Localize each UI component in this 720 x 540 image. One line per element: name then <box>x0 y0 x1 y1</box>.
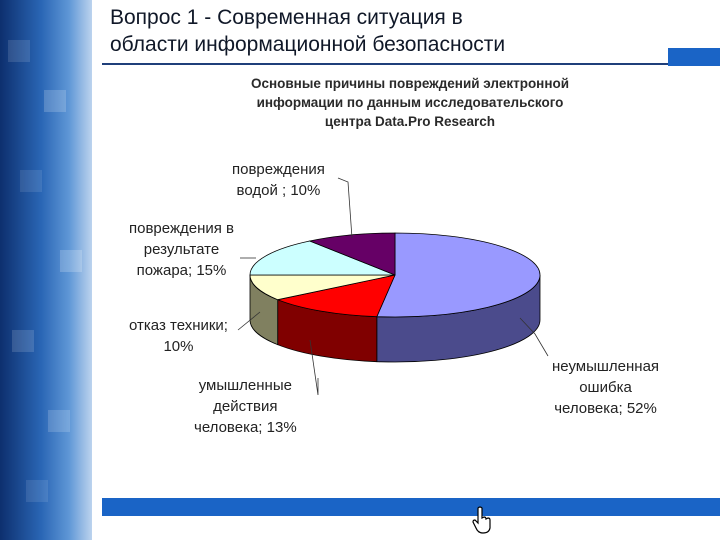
slice-label-intentional-actions: умышленные действия человека; 13% <box>194 375 297 438</box>
slice-hardware-failure <box>249 274 396 301</box>
slice-label-line: отказ техники; <box>129 317 228 334</box>
slice-label-line: умышленные <box>198 377 292 394</box>
slice-label-unintentional-error: неумышленная ошибка человека; 52% <box>552 356 659 419</box>
slice-label-line: человека; 13% <box>194 419 297 436</box>
slice-label-fire-damage: повреждения в результате пожара; 15% <box>129 218 234 281</box>
slice-label-line: неумышленная <box>552 358 660 375</box>
slide-title-line-2: области информационной безопасности <box>110 33 506 56</box>
slide-title-line-1: Вопрос 1 - Современная ситуация в <box>110 6 463 29</box>
bottom-accent-bar <box>102 498 720 516</box>
title-accent-bar <box>668 48 720 66</box>
slide-title: Вопрос 1 - Современная ситуация в област… <box>110 4 670 58</box>
slice-water-damage <box>308 232 396 276</box>
slice-label-line: повреждения <box>232 161 325 178</box>
hand-pointer-icon <box>472 506 492 539</box>
chart-title-line-1: Основные причины повреждений электронной <box>250 76 570 91</box>
slice-label-line: человека; 52% <box>554 400 657 417</box>
slice-label-line: ошибка <box>579 379 632 396</box>
slice-label-water-damage: повреждения водой ; 10% <box>232 159 325 201</box>
slice-label-line: результате <box>143 241 220 258</box>
slice-label-line: действия <box>213 398 278 415</box>
slice-label-line: 10% <box>163 338 194 355</box>
slice-label-line: повреждения в <box>129 220 234 237</box>
slice-unintentional-error-leader <box>519 317 549 357</box>
slice-water-damage-leader <box>337 177 353 239</box>
chart-title-line-3: центра Data.Pro Research <box>324 114 496 129</box>
slice-label-hardware-failure: отказ техники; 10% <box>129 315 228 357</box>
chart-title-line-2: информации по данным исследовательского <box>256 95 564 110</box>
slice-intentional-actions <box>276 274 396 318</box>
slice-label-line: водой ; 10% <box>236 182 321 199</box>
slice-fire-damage <box>249 240 396 276</box>
slice-label-line: пожара; 15% <box>136 262 227 279</box>
slice-unintentional-error <box>376 232 541 318</box>
title-divider <box>102 63 668 65</box>
slice-intentional-actions-leader <box>309 339 319 396</box>
decorative-side-band <box>0 0 92 540</box>
chart-title: Основные причины повреждений электронной… <box>200 74 620 131</box>
slice-hardware-failure-leader <box>237 311 261 331</box>
